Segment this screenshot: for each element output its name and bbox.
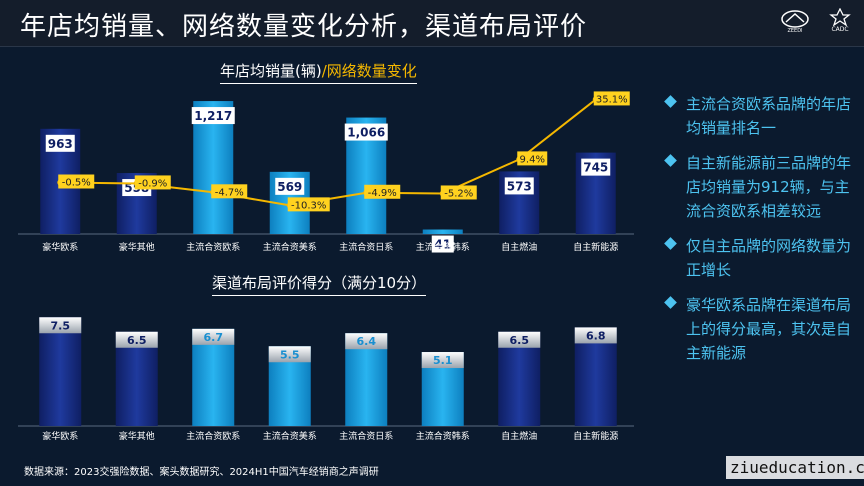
chart2-bar: [574, 327, 617, 426]
chart1-value-label: 745: [583, 161, 608, 175]
bullet-text: 豪华欧系品牌在渠道布局上的得分最高，其次是自主新能源: [686, 296, 852, 362]
zeedi-logo-icon: [781, 10, 809, 28]
chart2-category-label: 主流合资韩系: [416, 430, 470, 442]
chart2-bar-cap: [192, 328, 235, 345]
chart2-category-label: 主流合资美系: [263, 430, 317, 442]
chart2-category-label: 豪华欧系: [42, 430, 78, 442]
bullet-text: 自主新能源前三品牌的年店均销量为912辆，与主流合资欧系相差较远: [686, 154, 852, 220]
chart2-category-label: 自主新能源: [573, 430, 618, 442]
bullet-text: 主流合资欧系品牌的年店均销量排名一: [686, 95, 852, 137]
chart1-value-label: 963: [48, 137, 73, 151]
chart1-line-label-box: [58, 174, 95, 189]
page-title: 年店均销量、网络数量变化分析，渠道布局评价: [20, 12, 588, 42]
chart1-line-label: -0.5%: [62, 178, 91, 189]
chart2-value-label: 5.1: [433, 354, 453, 367]
chart1-category-label: 主流合资日系: [339, 241, 393, 253]
chart2-bar-cap: [498, 331, 541, 348]
chart1-category-label: 主流合资韩系: [416, 241, 470, 253]
chart1-line-label: -0.9%: [138, 178, 167, 189]
chart2-bar-cap: [39, 317, 82, 334]
bullet-item: 豪华欧系品牌在渠道布局上的得分最高，其次是自主新能源: [664, 293, 856, 365]
cadc-logo-icon: [829, 7, 851, 27]
cadc-logo: CADC: [822, 7, 858, 38]
chart2-value-label: 6.4: [357, 335, 377, 348]
chart2-bar-cap: [268, 346, 311, 363]
chart2-bar: [39, 317, 82, 426]
chart1-title-sep: /: [321, 62, 327, 80]
chart1-line-label-box: [211, 184, 248, 199]
chart2-category-label: 自主燃油: [501, 430, 537, 442]
bullet-item: 仅自主品牌的网络数量为正增长: [664, 234, 856, 282]
chart1-line-label: 35.1%: [596, 94, 628, 105]
chart1-line-label: 9.4%: [520, 154, 545, 165]
chart1-value-box: [581, 158, 611, 176]
chart2-category-label: 主流合资日系: [339, 430, 393, 442]
chart1-title-underline: [220, 83, 417, 84]
chart1-value-label: 569: [277, 180, 302, 194]
chart1-bar: [422, 229, 463, 234]
chart1-category-label: 主流合资美系: [263, 241, 317, 253]
chart1-line-label-box: [517, 151, 548, 166]
chart1-line-label-box: [364, 184, 401, 199]
bullet-list: 主流合资欧系品牌的年店均销量排名一 自主新能源前三品牌的年店均销量为912辆，与…: [664, 92, 856, 376]
chart1-category-label: 自主新能源: [573, 241, 618, 253]
chart2-bar-cap: [421, 352, 464, 369]
chart2-value-label: 7.5: [51, 319, 71, 332]
diamond-bullet-icon: [664, 154, 677, 167]
chart1-value-label: 1,217: [194, 109, 232, 123]
chart2-value-label: 5.5: [280, 348, 300, 361]
bullet-item: 自主新能源前三品牌的年店均销量为912辆，与主流合资欧系相差较远: [664, 151, 856, 223]
zeedi-logo: ZEEDI: [780, 10, 810, 36]
chart2-bar: [192, 328, 235, 426]
chart1-value-label: 573: [507, 179, 532, 193]
chart1-title: 年店均销量(辆)/网络数量变化: [220, 60, 417, 84]
chart2-category-label: 豪华其他: [119, 430, 155, 442]
chart1-value-box: [191, 107, 235, 125]
chart1-line-label-box: [440, 185, 477, 200]
chart1-category-label: 豪华欧系: [42, 241, 78, 253]
chart1-line-label-box: [593, 91, 630, 106]
diamond-bullet-icon: [664, 237, 677, 250]
chart2-value-label: 6.5: [127, 334, 147, 347]
chart2-bar-cap: [115, 331, 158, 348]
chart1-category-label: 豪华其他: [119, 241, 155, 253]
chart1-title-part1: 年店均销量(辆): [220, 62, 322, 80]
chart1-line-label-box: [134, 175, 171, 190]
diamond-bullet-icon: [664, 95, 677, 108]
chart2-bar-cap: [574, 327, 617, 344]
chart1-line-label: -10.3%: [291, 200, 326, 211]
chart2-bar-cap: [345, 333, 388, 350]
chart2-title-underline: [212, 295, 427, 296]
chart2-category-label: 主流合资欧系: [186, 430, 240, 442]
chart1-value-label: 41: [434, 238, 451, 252]
chart2-value-label: 6.7: [204, 331, 224, 344]
data-source-note: 数据来源：2023交强险数据、案头数据研究、2024H1中国汽车经销商之声调研: [24, 467, 379, 478]
bullet-text: 仅自主品牌的网络数量为正增长: [686, 237, 852, 279]
chart2-value-label: 6.8: [586, 329, 606, 342]
chart1-line-label: -4.7%: [215, 187, 244, 198]
chart2-value-label: 6.5: [510, 334, 530, 347]
chart1-line-label-box: [287, 197, 330, 212]
chart1-category-label: 主流合资欧系: [186, 241, 240, 253]
chart1-value-label: 1,066: [347, 126, 385, 140]
watermark-text: ziueducation.com: [726, 456, 864, 479]
chart2-title: 渠道布局评价得分（满分10分）: [212, 272, 427, 296]
chart1-title-part2: 网络数量变化: [326, 62, 417, 80]
chart1-category-label: 自主燃油: [501, 241, 537, 253]
chart2-svg: 7.5 豪华欧系 6.5 豪华其他 6.7 主流合资欧系 5.5 主流合资美系 6.4 主流合资日…: [18, 317, 634, 442]
header-bar: 年店均销量、网络数量变化分析，渠道布局评价 ZEEDI CADC: [0, 0, 864, 47]
chart1-line-label: -5.2%: [444, 188, 473, 199]
chart1-value-box: [504, 177, 534, 195]
chart1-svg: 963豪华欧系558豪华其他1,217主流合资欧系569主流合资美系1,066主…: [18, 91, 634, 253]
diamond-bullet-icon: [664, 296, 677, 309]
cadc-logo-text: CADC: [831, 26, 849, 33]
chart2-title-text: 渠道布局评价得分（满分10分）: [212, 274, 427, 292]
chart1-value-box: [431, 235, 454, 253]
chart1-value-box: [275, 177, 305, 195]
chart1-value-box: [344, 123, 388, 141]
chart1-line-label: -4.9%: [368, 188, 397, 199]
bullet-item: 主流合资欧系品牌的年店均销量排名一: [664, 92, 856, 140]
chart1-value-box: [45, 134, 75, 152]
zeedi-logo-text: ZEEDI: [787, 28, 803, 34]
